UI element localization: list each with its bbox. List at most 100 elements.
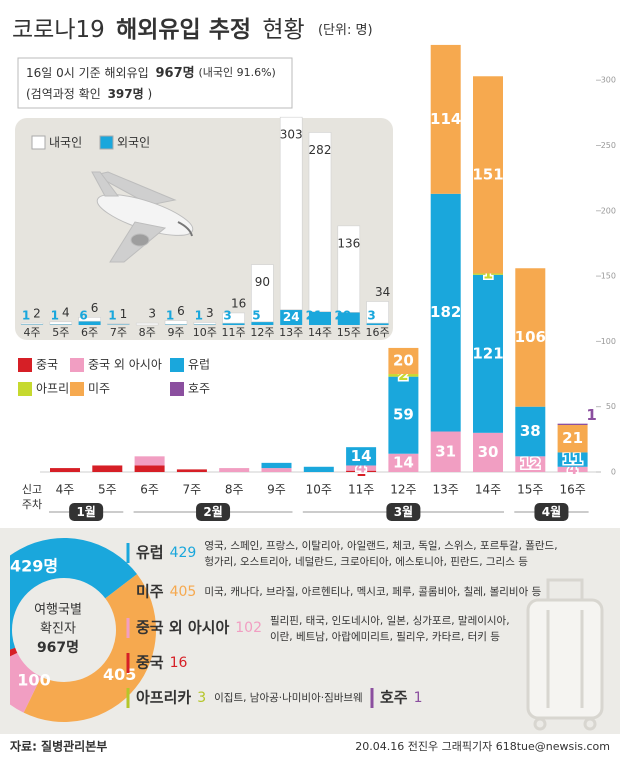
data-label: 3 bbox=[367, 309, 375, 323]
data-label: 34 bbox=[375, 285, 390, 299]
footer-bg bbox=[0, 734, 620, 759]
bar-segment bbox=[78, 321, 101, 325]
legend-swatch bbox=[70, 358, 84, 372]
data-label: 1 bbox=[108, 309, 116, 323]
x-tick-label: 12주 bbox=[250, 326, 274, 339]
x-tick-label: 6주 bbox=[81, 326, 98, 339]
credit: 20.04.16 전진우 그래픽기자 618tue@newsis.com bbox=[355, 740, 610, 753]
title-part: 현황 bbox=[262, 17, 304, 43]
bar-segment bbox=[557, 466, 588, 472]
x-tick-label: 15주 bbox=[337, 326, 361, 339]
bar-segment bbox=[261, 462, 292, 469]
bar-segment bbox=[49, 321, 73, 325]
month-pill bbox=[69, 503, 104, 521]
data-label: 14 bbox=[393, 453, 414, 471]
data-label: 5 bbox=[252, 309, 260, 323]
x-tick-label: 5주 bbox=[98, 483, 117, 497]
y-tick-label: 150 bbox=[601, 272, 616, 281]
legend-swatch bbox=[99, 135, 114, 150]
data-label: 14 bbox=[351, 447, 372, 465]
bar-segment bbox=[515, 406, 546, 457]
bar-segment bbox=[92, 465, 123, 472]
data-label: 16 bbox=[231, 296, 246, 310]
donut-slice bbox=[10, 647, 18, 657]
region-name: 유럽 bbox=[136, 544, 164, 562]
month-label: 2월 bbox=[203, 504, 222, 519]
region-name: 호주 bbox=[380, 689, 408, 707]
info-text: (내국인 91.6%) bbox=[198, 66, 275, 79]
data-label: 20 bbox=[334, 309, 351, 323]
data-label: 90 bbox=[255, 275, 270, 289]
x-tick-label: 10주 bbox=[193, 326, 217, 339]
data-label: 21 bbox=[562, 429, 583, 447]
region-name: 아프리카 bbox=[136, 689, 191, 707]
bar-segment bbox=[473, 432, 503, 472]
x-tick-label: 10주 bbox=[306, 483, 332, 497]
legend-label: 내국인 bbox=[49, 136, 82, 150]
bar-segment bbox=[388, 376, 419, 454]
region-name: 중국 bbox=[136, 654, 164, 672]
y-tick-label: 100 bbox=[601, 337, 616, 346]
info-box bbox=[17, 57, 293, 109]
x-tick-label: 6주 bbox=[140, 483, 159, 497]
region-countries: 이집트, 남아공·나미비아·짐바브웨 bbox=[214, 692, 363, 704]
bar-segment bbox=[557, 424, 588, 453]
data-label: 1 bbox=[166, 309, 174, 323]
data-label: 106 bbox=[515, 328, 546, 346]
bar-segment bbox=[222, 323, 245, 325]
x-tick-label: 8주 bbox=[225, 483, 244, 497]
legend-label: 유럽 bbox=[188, 358, 210, 372]
region-countries: 헝가리, 오스트리아, 네덜란드, 크로아티아, 에스토니아, 핀란드, 그리스… bbox=[204, 556, 528, 568]
bar-segment bbox=[473, 274, 503, 433]
data-label: 303 bbox=[280, 128, 303, 142]
y-tick-label: 250 bbox=[601, 141, 616, 150]
data-label: 1 bbox=[22, 309, 30, 323]
data-label: 1 bbox=[586, 406, 596, 424]
info-text: 16일 0시 기준 해외유입 bbox=[26, 66, 149, 80]
bar-segment bbox=[78, 317, 101, 322]
x-tick-label: 11주 bbox=[222, 326, 246, 339]
bar-segment bbox=[366, 301, 389, 324]
x-axis-label: 주차 bbox=[22, 498, 42, 511]
bar-segment bbox=[251, 321, 274, 325]
data-label: 1 bbox=[120, 307, 128, 321]
title-part: 해외유입 추정 bbox=[116, 17, 251, 43]
bar-segment bbox=[430, 431, 461, 472]
region-countries: 미국, 캐나다, 브라질, 아르헨티나, 멕시코, 페루, 콜롬비아, 칠레, … bbox=[204, 586, 541, 598]
title: 코로나19 해외유입 추정 현황 (단위: 명) bbox=[12, 17, 373, 43]
info-text: ) bbox=[148, 87, 153, 101]
bar-segment bbox=[222, 312, 245, 324]
x-tick-label: 4주 bbox=[23, 326, 40, 339]
bar-segment bbox=[21, 324, 43, 325]
region-countries: 이란, 베트남, 아랍에미리트, 필리우, 카타르, 터키 등 bbox=[270, 630, 500, 643]
bar-segment bbox=[193, 322, 217, 325]
region-count: 405 bbox=[170, 584, 197, 600]
month-pill bbox=[196, 503, 231, 521]
bar-segment bbox=[176, 469, 207, 472]
bar-segment bbox=[515, 268, 546, 407]
bar-segment bbox=[219, 468, 250, 472]
donut-label: 429명 bbox=[10, 556, 58, 575]
bar-segment bbox=[303, 466, 334, 472]
suitcase-illustration bbox=[526, 578, 604, 731]
bar-segment bbox=[388, 453, 419, 472]
inset-panel bbox=[15, 118, 393, 340]
legend-label: 아프리카 bbox=[36, 382, 80, 396]
region-count: 3 bbox=[197, 690, 206, 706]
month-label: 3월 bbox=[394, 504, 413, 519]
data-label: 3 bbox=[206, 306, 214, 320]
region-name: 중국 외 아시아 bbox=[136, 619, 229, 637]
title-part: 코로나19 bbox=[12, 17, 105, 43]
info-text: (검역과정 확인 bbox=[26, 87, 101, 101]
bar-segment bbox=[473, 76, 503, 274]
airplane-illustration bbox=[91, 171, 194, 263]
legend-label: 외국인 bbox=[117, 136, 150, 150]
data-label: 121 bbox=[472, 344, 503, 362]
x-tick-label: 7주 bbox=[110, 326, 127, 339]
month-label: 4월 bbox=[542, 504, 561, 519]
x-tick-label: 15주 bbox=[517, 483, 543, 497]
bar-segment bbox=[251, 264, 274, 323]
x-tick-label: 11주 bbox=[348, 483, 374, 497]
donut-center-text: 확진자 bbox=[40, 622, 76, 637]
